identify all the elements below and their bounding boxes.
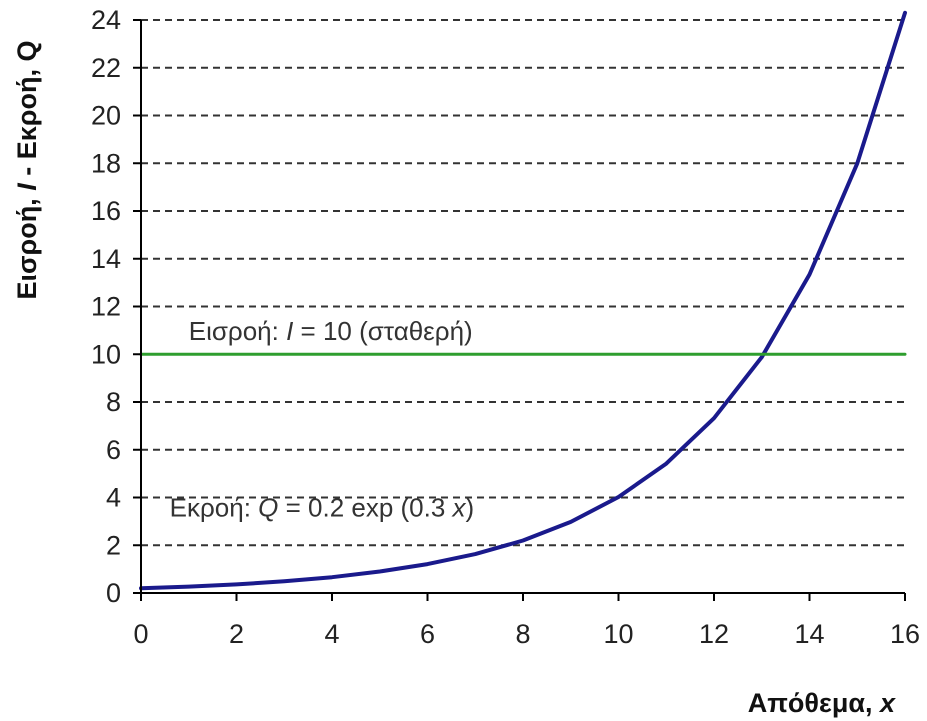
y-tick-label: 18 [91, 148, 121, 178]
inflow-annotation-prefix: Εισροή: [189, 316, 286, 346]
y-axis-title-part2: - Εκροή, [12, 62, 42, 184]
x-axis-title-var: x [878, 688, 896, 718]
inflow-annotation-suffix: = 10 (σταθερή) [293, 316, 472, 346]
x-tick-label: 2 [229, 619, 244, 649]
y-axis-title-var1: I [12, 183, 42, 191]
y-axis-title-part1: Εισροή, [12, 191, 42, 300]
outflow-annotation: Εκροή: Q = 0.2 exp (0.3 x) [170, 493, 475, 523]
y-tick-label: 8 [106, 387, 121, 417]
y-axis-title-var2: Q [12, 41, 42, 62]
y-tick-label: 16 [91, 196, 121, 226]
axes [133, 19, 906, 601]
y-tick-label: 6 [106, 435, 121, 465]
inflow-annotation: Εισροή: I = 10 (σταθερή) [189, 316, 473, 346]
y-tick-label: 0 [106, 578, 121, 608]
y-tick-label: 20 [91, 101, 121, 131]
outflow-annotation-var: Q [258, 493, 278, 523]
x-axis-title: Απόθεμα, x [748, 688, 896, 718]
x-tick-label: 0 [133, 619, 148, 649]
y-tick-label: 2 [106, 530, 121, 560]
y-tick-label: 4 [106, 483, 121, 513]
outflow-annotation-close: ) [466, 493, 475, 523]
x-tick-label: 8 [515, 619, 530, 649]
outflow-line [139, 10, 907, 591]
x-axis-title-text: Απόθεμα, [748, 688, 880, 718]
y-tick-label: 22 [91, 53, 121, 83]
outflow-annotation-prefix: Εκροή: [170, 493, 259, 523]
y-tick-label: 14 [91, 244, 121, 274]
y-tick-label: 24 [91, 5, 121, 35]
outflow-annotation-var2: x [451, 493, 467, 523]
y-axis-title: Εισροή, I - Εκροή, Q [12, 41, 42, 300]
outflow-annotation-formula: = 0.2 exp (0.3 [278, 493, 452, 523]
x-tick-label: 10 [603, 619, 633, 649]
y-tick-label: 12 [91, 292, 121, 322]
x-tick-label: 4 [324, 619, 339, 649]
inflow-annotation-var: I [286, 316, 293, 346]
x-tick-label: 14 [794, 619, 824, 649]
y-tick-label: 10 [91, 339, 121, 369]
grid-lines [141, 19, 905, 547]
x-tick-label: 12 [699, 619, 729, 649]
series-layer [139, 10, 907, 591]
x-tick-label: 16 [890, 619, 920, 649]
x-tick-label: 6 [420, 619, 435, 649]
